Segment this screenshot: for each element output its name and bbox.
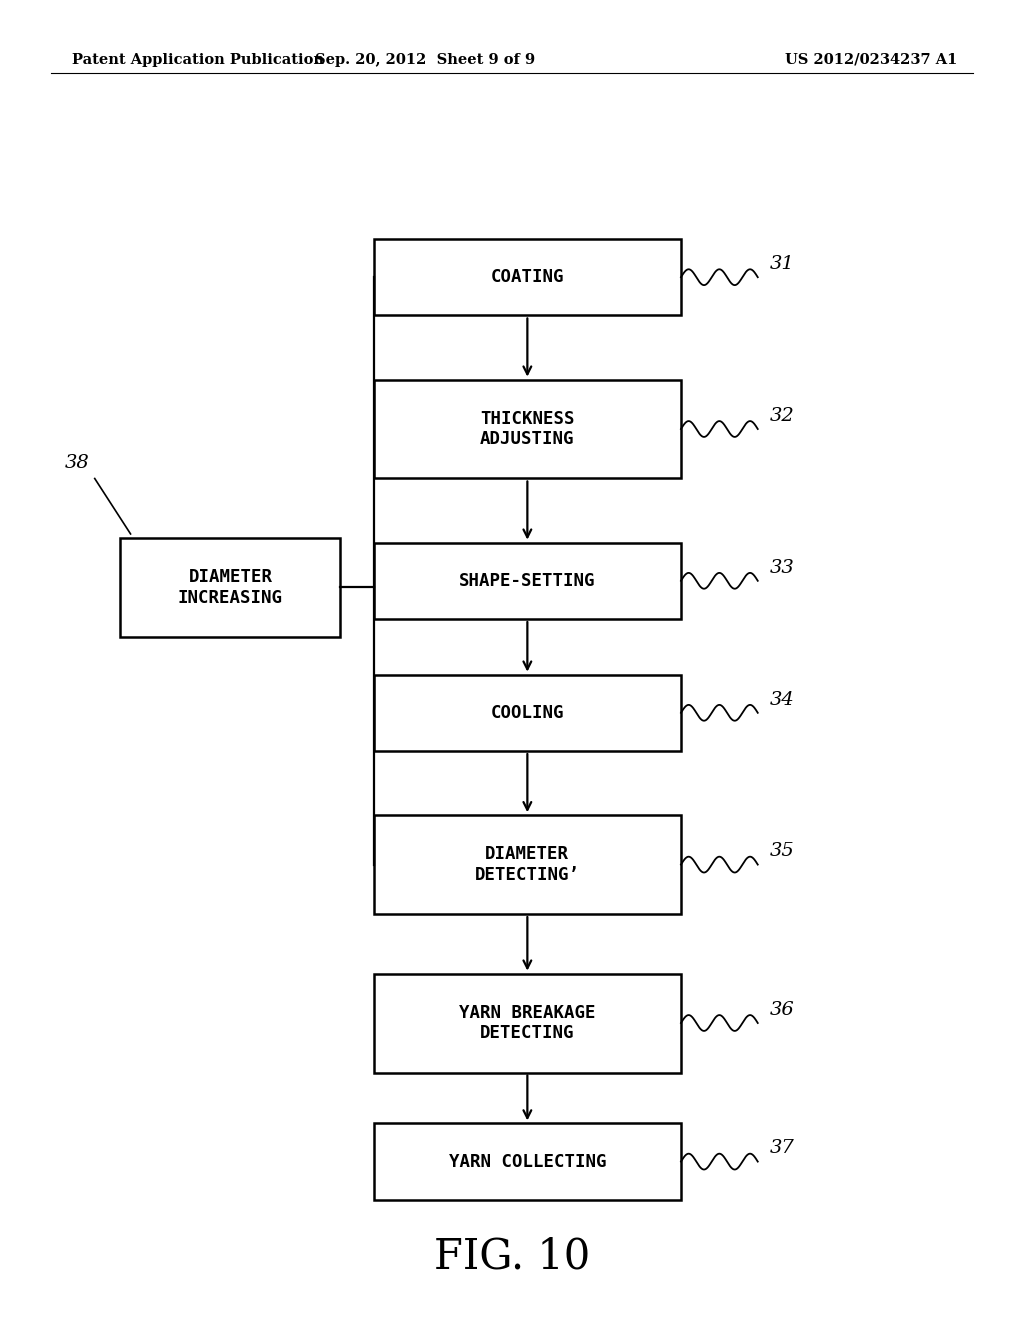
Text: 38: 38 <box>65 454 90 471</box>
Text: 36: 36 <box>770 1001 795 1019</box>
Text: US 2012/0234237 A1: US 2012/0234237 A1 <box>785 53 957 67</box>
Text: FIG. 10: FIG. 10 <box>434 1236 590 1278</box>
Text: 37: 37 <box>770 1139 795 1158</box>
FancyBboxPatch shape <box>121 539 340 636</box>
FancyBboxPatch shape <box>374 974 681 1072</box>
Text: 32: 32 <box>770 407 795 425</box>
Text: THICKNESS
ADJUSTING: THICKNESS ADJUSTING <box>480 409 574 449</box>
Text: Sep. 20, 2012  Sheet 9 of 9: Sep. 20, 2012 Sheet 9 of 9 <box>315 53 535 67</box>
Text: COOLING: COOLING <box>490 704 564 722</box>
Text: DIAMETER
DETECTING’: DIAMETER DETECTING’ <box>475 845 580 884</box>
FancyBboxPatch shape <box>374 675 681 751</box>
FancyBboxPatch shape <box>374 1123 681 1200</box>
FancyBboxPatch shape <box>374 814 681 913</box>
Text: Patent Application Publication: Patent Application Publication <box>72 53 324 67</box>
Text: YARN COLLECTING: YARN COLLECTING <box>449 1152 606 1171</box>
Text: 35: 35 <box>770 842 795 861</box>
FancyBboxPatch shape <box>374 380 681 478</box>
Text: SHAPE-SETTING: SHAPE-SETTING <box>459 572 596 590</box>
Text: 34: 34 <box>770 690 795 709</box>
Text: YARN BREAKAGE
DETECTING: YARN BREAKAGE DETECTING <box>459 1003 596 1043</box>
Text: COATING: COATING <box>490 268 564 286</box>
Text: DIAMETER
INCREASING: DIAMETER INCREASING <box>178 568 283 607</box>
FancyBboxPatch shape <box>374 239 681 315</box>
Text: 33: 33 <box>770 558 795 577</box>
Text: 31: 31 <box>770 255 795 273</box>
FancyBboxPatch shape <box>374 543 681 619</box>
